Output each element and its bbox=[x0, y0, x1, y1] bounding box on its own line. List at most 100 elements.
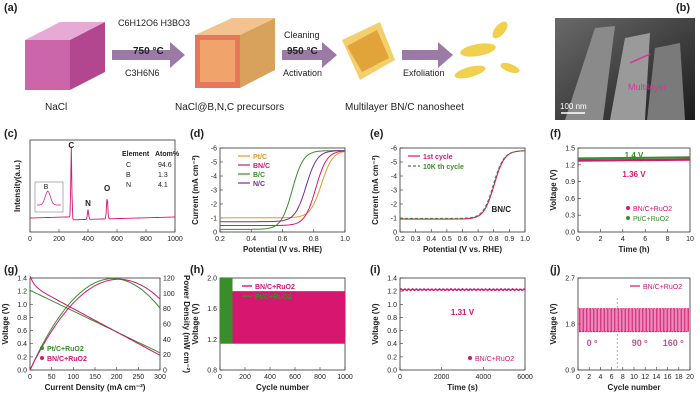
chart-j-xtick-label: 8 bbox=[621, 374, 625, 381]
chart-c-peak-label: O bbox=[104, 184, 110, 193]
chart-f-xtick-label: 4 bbox=[621, 236, 625, 243]
chart-f-ytick-label: 1.2 bbox=[565, 162, 575, 169]
chart-c-xtick-label: 400 bbox=[82, 236, 94, 243]
chart-e-legend-label: 10K th cycle bbox=[423, 164, 464, 171]
step1-chem-top: C6H12O6 H3BO3 bbox=[118, 18, 191, 28]
chart-f-ytick-label: 1.5 bbox=[565, 146, 575, 153]
sem-image bbox=[555, 18, 695, 120]
chart-e-ytick-label: -1 bbox=[391, 216, 397, 223]
chart-d-series-N/C bbox=[220, 150, 346, 223]
chart-c-peak-label: N bbox=[85, 199, 91, 208]
chart-i-ytick-label: 0.2 bbox=[387, 354, 397, 361]
chart-c-table-header: Atom% bbox=[155, 151, 180, 158]
chart-j-xtick-label: 12 bbox=[641, 374, 649, 381]
flake-2 bbox=[492, 21, 508, 39]
chart-i-ytick-label: 0.0 bbox=[387, 368, 397, 375]
chart-g-ytick-label: 1.0 bbox=[17, 302, 27, 309]
chart-e-xtick-label: 0.3 bbox=[411, 236, 421, 243]
chart-e-series-10k bbox=[400, 150, 526, 219]
chart-h-xlabel: Cycle number bbox=[256, 383, 309, 392]
chart-i-ytick-label: 0.8 bbox=[387, 315, 397, 322]
chart-g-ytick-label: 0.0 bbox=[17, 368, 27, 375]
chart-i-ylabel: Voltage (V) bbox=[371, 303, 380, 345]
panel-label-h: (h) bbox=[190, 264, 205, 276]
chart-c-ylabel: Intensity(a.u.) bbox=[13, 160, 22, 212]
chart-h-ylabel: Voltage (V) bbox=[191, 303, 200, 345]
chart-i-legend-marker bbox=[468, 356, 472, 360]
chart-d-ylabel: Current (mA cm⁻²) bbox=[191, 155, 200, 225]
chart-g-xtick-label: 150 bbox=[89, 374, 101, 381]
step2-bottom: Activation bbox=[283, 68, 323, 78]
chart-f-xtick-label: 2 bbox=[598, 236, 602, 243]
chart-h-ytick-label: 0.8 bbox=[207, 368, 217, 375]
chart-f-ytick-label: 0.0 bbox=[565, 230, 575, 237]
chart-j-ytick-label: 1.8 bbox=[565, 322, 575, 329]
chart-h-ytick-label: 2.0 bbox=[207, 276, 217, 283]
chart-d-xlabel: Potential (V vs. RHE) bbox=[243, 245, 322, 254]
chart-g-power-pt bbox=[29, 277, 161, 371]
panel-label-e: (e) bbox=[370, 128, 384, 140]
chart-i-frame bbox=[399, 277, 526, 371]
chart-f-annotation: 1.36 V bbox=[622, 170, 646, 179]
chart-d-legend-label: N/C bbox=[253, 181, 265, 188]
chart-d-legend-label: BN/C bbox=[253, 163, 270, 170]
chart-c-table-element: N bbox=[126, 182, 131, 189]
chart-g-xtick-label: 0 bbox=[28, 374, 32, 381]
chart-c-table-header: Element bbox=[122, 151, 150, 158]
chart-g-xtick-label: 100 bbox=[67, 374, 79, 381]
chart-c-spectrum-line bbox=[30, 146, 175, 221]
chart-e-ytick-label: -3 bbox=[391, 188, 397, 195]
chart-e-ylabel: Current (mA cm⁻²) bbox=[371, 155, 380, 225]
chart-i-xtick-label: 6000 bbox=[517, 374, 533, 381]
chart-c-table-element: B bbox=[126, 172, 131, 179]
chart-g-y2tick-label: 80 bbox=[163, 306, 171, 313]
step2-top: Cleaning bbox=[284, 30, 320, 40]
chart-e-xtick-label: 0.9 bbox=[505, 236, 515, 243]
chart-h-legend-label: BN/C+RuO2 bbox=[255, 284, 295, 291]
step3-label: Exfoliation bbox=[403, 68, 445, 78]
panel-label-c: (c) bbox=[4, 128, 18, 140]
chart-j-xtick-label: 18 bbox=[675, 374, 683, 381]
chart-d-ytick-label: 0 bbox=[213, 230, 217, 237]
chart-g-legend-label: Pt/C+RuO2 bbox=[47, 346, 84, 353]
chart-d-ytick-label: -4 bbox=[211, 174, 217, 181]
chart-g-xlabel: Current Density (mA cm⁻²) bbox=[45, 383, 146, 392]
panel-label-f: (f) bbox=[550, 128, 561, 140]
chart-d-xtick-label: 0.4 bbox=[246, 236, 256, 243]
chart-h-ytick-label: 1.6 bbox=[207, 306, 217, 313]
chart-f-xtick-label: 0 bbox=[576, 236, 580, 243]
chart-d-xtick-label: 1.0 bbox=[340, 236, 350, 243]
panel-label-i: (i) bbox=[370, 264, 381, 276]
chart-e-annotation: BN/C bbox=[491, 205, 511, 214]
chart-g-y2tick-label: 100 bbox=[163, 291, 175, 298]
chart-h-xtick-label: 1000 bbox=[337, 374, 353, 381]
chart-c-inset-label: B bbox=[44, 184, 49, 191]
chart-c-xtick-label: 600 bbox=[111, 236, 123, 243]
chart-g-xtick-label: 300 bbox=[154, 374, 166, 381]
chart-h-ytick-label: 1.2 bbox=[207, 337, 217, 344]
chart-g-legend-marker bbox=[40, 346, 44, 350]
chart-f-series-BN/C+RuO2 bbox=[577, 158, 691, 162]
chart-j-xtick-label: 14 bbox=[653, 374, 661, 381]
chart-d-xtick-label: 0.2 bbox=[215, 236, 225, 243]
chart-c-table-value: 94.6 bbox=[158, 162, 172, 169]
chart-f-legend-label: Pt/C+RuO2 bbox=[633, 216, 669, 223]
chart-f-ytick-label: 0.9 bbox=[565, 179, 575, 186]
chart-e-ytick-label: -6 bbox=[391, 146, 397, 153]
sem-scale-bar: 100 nm bbox=[560, 102, 587, 111]
chart-i-ytick-label: 1.4 bbox=[387, 276, 397, 283]
chart-d-xtick-label: 0.6 bbox=[278, 236, 288, 243]
chart-e-xtick-label: 0.8 bbox=[489, 236, 499, 243]
chart-h-band-pt bbox=[220, 278, 233, 344]
chart-c-inset bbox=[34, 181, 64, 213]
chart-g-power-bn bbox=[29, 278, 161, 371]
chart-d-ytick-label: -5 bbox=[211, 160, 217, 167]
chart-c-inset-line bbox=[37, 190, 61, 206]
chart-i-ytick-label: 1.0 bbox=[387, 302, 397, 309]
chart-i-ytick-label: 0.6 bbox=[387, 328, 397, 335]
panel-label-a: (a) bbox=[4, 2, 18, 14]
chart-d-legend-label: B/C bbox=[253, 172, 265, 179]
chart-h-legend-label: Pt/C+RuO2 bbox=[255, 294, 292, 301]
chart-h-xtick-label: 400 bbox=[264, 374, 276, 381]
caption-precursors: NaCl@B,N,C precursors bbox=[175, 102, 285, 113]
